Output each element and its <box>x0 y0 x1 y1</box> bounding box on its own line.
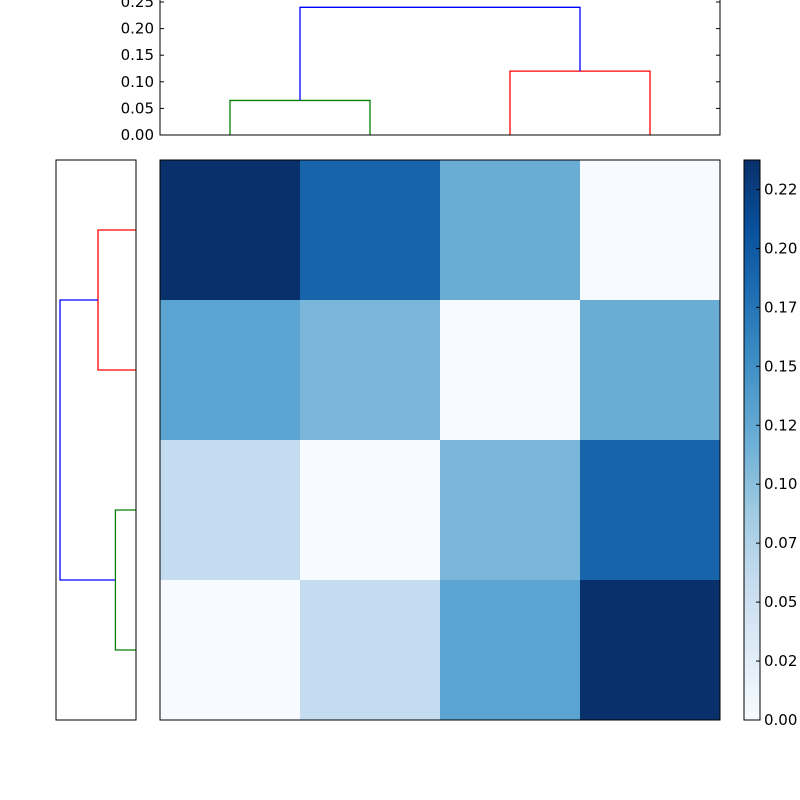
top-y-tick-label-1: 0.05 <box>121 99 154 117</box>
heatmap <box>159 159 721 721</box>
heatmap-cell-r3-c0 <box>160 580 300 720</box>
top-dendrogram-link-2 <box>299 6 581 101</box>
heatmap-frame <box>159 159 721 721</box>
heatmap-cell-r0-c0 <box>160 160 300 300</box>
top-dendrogram-frame <box>159 0 721 136</box>
left-dendrogram-frame <box>55 159 137 721</box>
top-dendrogram-link-0 <box>229 99 371 135</box>
heatmap-cell-r2-c0 <box>160 440 300 580</box>
heatmap-cell-r1-c0 <box>160 300 300 440</box>
colorbar-frame <box>743 159 761 721</box>
colorbar: 0.00 0.02 0.05 0.07 0.10 0.12 0.15 0.17 0.20 0.22 <box>743 159 797 729</box>
left-dendrogram-link-2 <box>59 299 116 581</box>
top-y-tick-label-5: 0.25 <box>121 0 154 11</box>
top-dendrogram-link-1 <box>509 70 651 135</box>
colorbar-gradient <box>744 160 760 720</box>
heatmap-cell-r1-c3 <box>580 300 720 440</box>
colorbar-tick-label-2: 0.05 <box>764 593 797 611</box>
top-y-tick-label-3: 0.15 <box>121 46 154 64</box>
heatmap-cell-r2-c1 <box>300 440 440 580</box>
left-dendrogram-links <box>59 229 136 651</box>
left-dendrogram-link-0 <box>97 229 136 371</box>
colorbar-tick-label-5: 0.12 <box>764 416 797 434</box>
top-dendrogram-y-axis: 0.00 0.05 0.10 0.15 0.20 0.25 <box>121 0 720 144</box>
heatmap-cell-r0-c1 <box>300 160 440 300</box>
colorbar-tick-label-1: 0.02 <box>764 652 797 670</box>
top-y-tick-label-4: 0.20 <box>121 20 154 38</box>
colorbar-tick-label-0: 0.00 <box>764 711 797 729</box>
colorbar-tick-label-6: 0.15 <box>764 357 797 375</box>
top-y-tick-label-0: 0.00 <box>121 126 154 144</box>
colorbar-tick-label-7: 0.17 <box>764 298 797 316</box>
colorbar-tick-label-3: 0.07 <box>764 534 797 552</box>
left-dendrogram <box>55 159 137 721</box>
heatmap-cell-r1-c1 <box>300 300 440 440</box>
heatmap-cell-r3-c3 <box>580 580 720 720</box>
top-y-tick-label-2: 0.10 <box>121 73 154 91</box>
colorbar-tick-label-9: 0.22 <box>764 180 797 198</box>
heatmap-cell-r3-c2 <box>440 580 580 720</box>
heatmap-cell-r0-c2 <box>440 160 580 300</box>
top-dendrogram-links <box>229 6 651 135</box>
top-dendrogram: 0.00 0.05 0.10 0.15 0.20 0.25 <box>121 0 721 144</box>
colorbar-axis: 0.00 0.02 0.05 0.07 0.10 0.12 0.15 0.17 0.20 0.22 <box>756 180 797 729</box>
heatmap-cell-r1-c2 <box>440 300 580 440</box>
left-dendrogram-link-1 <box>114 509 136 651</box>
colorbar-tick-label-8: 0.20 <box>764 239 797 257</box>
heatmap-cell-r2-c3 <box>580 440 720 580</box>
colorbar-tick-label-4: 0.10 <box>764 475 797 493</box>
heatmap-cell-r2-c2 <box>440 440 580 580</box>
heatmap-cell-r3-c1 <box>300 580 440 720</box>
heatmap-cell-r0-c3 <box>580 160 720 300</box>
heatmap-cells <box>160 160 720 720</box>
